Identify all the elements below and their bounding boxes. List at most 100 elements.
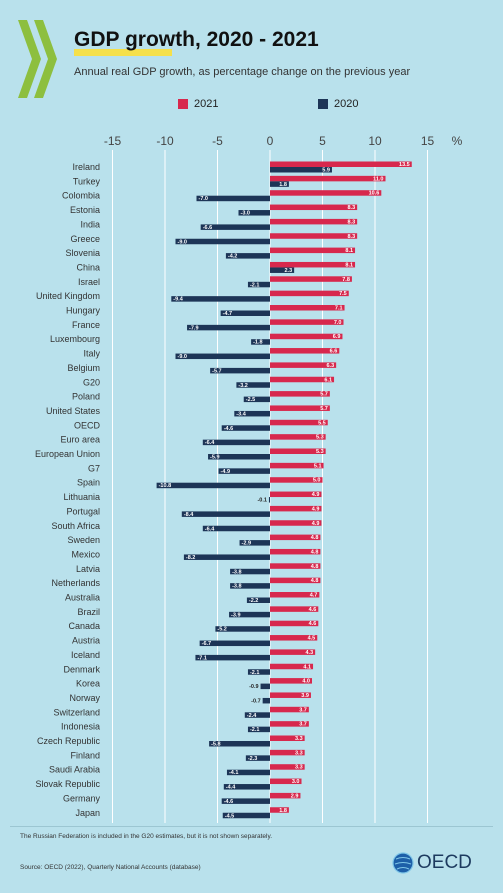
- data-label-2021: 3.0: [292, 779, 300, 785]
- category-label: Spain: [77, 478, 100, 488]
- bar-2021: [270, 175, 386, 182]
- bar-2020: [238, 210, 270, 216]
- bar-2020: [210, 367, 270, 374]
- bar-2021: [270, 218, 358, 225]
- oecd-brand: OECD: [392, 852, 472, 874]
- data-label-2021: 10.6: [369, 191, 380, 197]
- data-label-2021: 8.3: [347, 219, 355, 225]
- data-label-2021: 8.1: [345, 262, 353, 268]
- bar-2021: [270, 261, 356, 268]
- bar-2020: [247, 726, 270, 733]
- data-label-2020: -3.4: [236, 411, 246, 417]
- data-label-2020: -7.9: [189, 325, 198, 331]
- bar-2020: [209, 741, 270, 747]
- data-label-2021: 8.3: [347, 234, 355, 240]
- data-label-2021: 13.5: [399, 162, 410, 168]
- data-label-2021: 4.0: [302, 679, 310, 685]
- data-label-2021: 1.8: [279, 808, 287, 814]
- x-tick-label: 5: [319, 134, 326, 148]
- bar-2021: [270, 778, 302, 785]
- category-label: France: [72, 320, 100, 330]
- data-label-2020: -9.0: [178, 354, 187, 360]
- bar-2021: [270, 290, 349, 297]
- bar-2021: [270, 635, 318, 641]
- bar-2021: [270, 692, 311, 698]
- category-label: Finland: [70, 750, 100, 760]
- category-label: Brazil: [77, 607, 100, 617]
- category-label: Slovenia: [65, 248, 100, 258]
- bar-2020: [171, 296, 270, 302]
- data-label-2020: -8.4: [184, 512, 194, 518]
- data-label-2020: -6.6: [203, 225, 212, 231]
- bar-2020: [183, 554, 270, 560]
- data-label-2020: -3.0: [241, 211, 250, 217]
- legend-item-2020: 2020: [318, 98, 358, 110]
- data-label-2021: 3.9: [301, 693, 309, 699]
- bar-2020: [199, 640, 270, 647]
- bar-2021: [270, 348, 340, 354]
- bar-2021: [270, 462, 324, 469]
- page-subtitle: Annual real GDP growth, as percentage ch…: [74, 66, 411, 78]
- bar-2021: [270, 620, 319, 627]
- category-label: Ireland: [72, 162, 100, 172]
- data-label-2021: 5.0: [313, 478, 321, 484]
- data-label-2020: -10.8: [159, 483, 172, 489]
- data-label-2020: -4.2: [228, 254, 237, 260]
- bar-2021: [270, 792, 301, 799]
- data-label-2021: 4.6: [309, 621, 317, 627]
- x-tick-label: 10: [368, 134, 382, 148]
- category-label: Indonesia: [61, 722, 100, 732]
- data-label-2020: -4.7: [223, 311, 232, 317]
- category-label: India: [80, 219, 100, 229]
- category-label: Australia: [65, 593, 100, 603]
- data-label-2021: 5.1: [314, 463, 322, 469]
- data-label-2020: -9.4: [173, 297, 183, 303]
- data-label-2020: -8.2: [186, 555, 195, 561]
- bar-2020: [226, 769, 270, 776]
- category-label: Estonia: [70, 205, 100, 215]
- category-label: Czech Republic: [37, 736, 101, 746]
- x-tick-label: -15: [104, 134, 122, 148]
- category-label: Saudi Arabia: [49, 765, 100, 775]
- legend-label-2021: 2021: [194, 98, 219, 110]
- bar-2020: [230, 568, 270, 575]
- data-label-2021: 7.8: [342, 277, 350, 283]
- category-label: European Union: [35, 449, 100, 459]
- data-label-2020: -3.9: [231, 612, 240, 618]
- category-label: Luxembourg: [50, 334, 100, 344]
- category-label: Turkey: [73, 176, 101, 186]
- data-label-2020: -2.1: [250, 282, 259, 288]
- legend-item-2021: 2021: [178, 98, 218, 110]
- data-label-2020: -5.8: [211, 742, 220, 748]
- bar-2021: [270, 305, 345, 311]
- data-label-2021: 5.3: [316, 449, 324, 455]
- data-label-2021: 5.7: [320, 406, 328, 412]
- data-label-2021: 6.6: [330, 349, 338, 355]
- category-label: Lithuania: [63, 492, 100, 502]
- data-label-2021: 4.7: [310, 593, 318, 599]
- bar-2020: [236, 382, 270, 388]
- bar-2021: [270, 577, 321, 584]
- data-label-2020: -6.4: [205, 526, 215, 532]
- category-label: China: [76, 262, 100, 272]
- data-label-2020: 5.9: [322, 168, 330, 174]
- data-label-2020: -2.1: [250, 670, 259, 676]
- data-label-2020: -4.4: [226, 785, 236, 791]
- legend-label-2020: 2020: [334, 98, 359, 110]
- data-label-2020: -0.9: [249, 684, 258, 690]
- data-label-2020: -4.5: [225, 813, 234, 819]
- bar-2020: [243, 396, 270, 403]
- category-label: Israel: [78, 277, 100, 287]
- category-label: G7: [88, 463, 100, 473]
- data-label-2020: -2.5: [246, 397, 255, 403]
- bar-2021: [270, 721, 309, 727]
- bar-2021: [270, 563, 321, 569]
- data-label-2021: 4.6: [309, 607, 317, 613]
- data-label-2020: -9.0: [178, 239, 187, 245]
- chart-legend: 2021 2020: [0, 98, 503, 114]
- data-label-2021: 3.7: [299, 722, 307, 728]
- bar-2020: [247, 281, 270, 288]
- category-label: Latvia: [76, 564, 100, 574]
- bar-2020: [208, 454, 270, 460]
